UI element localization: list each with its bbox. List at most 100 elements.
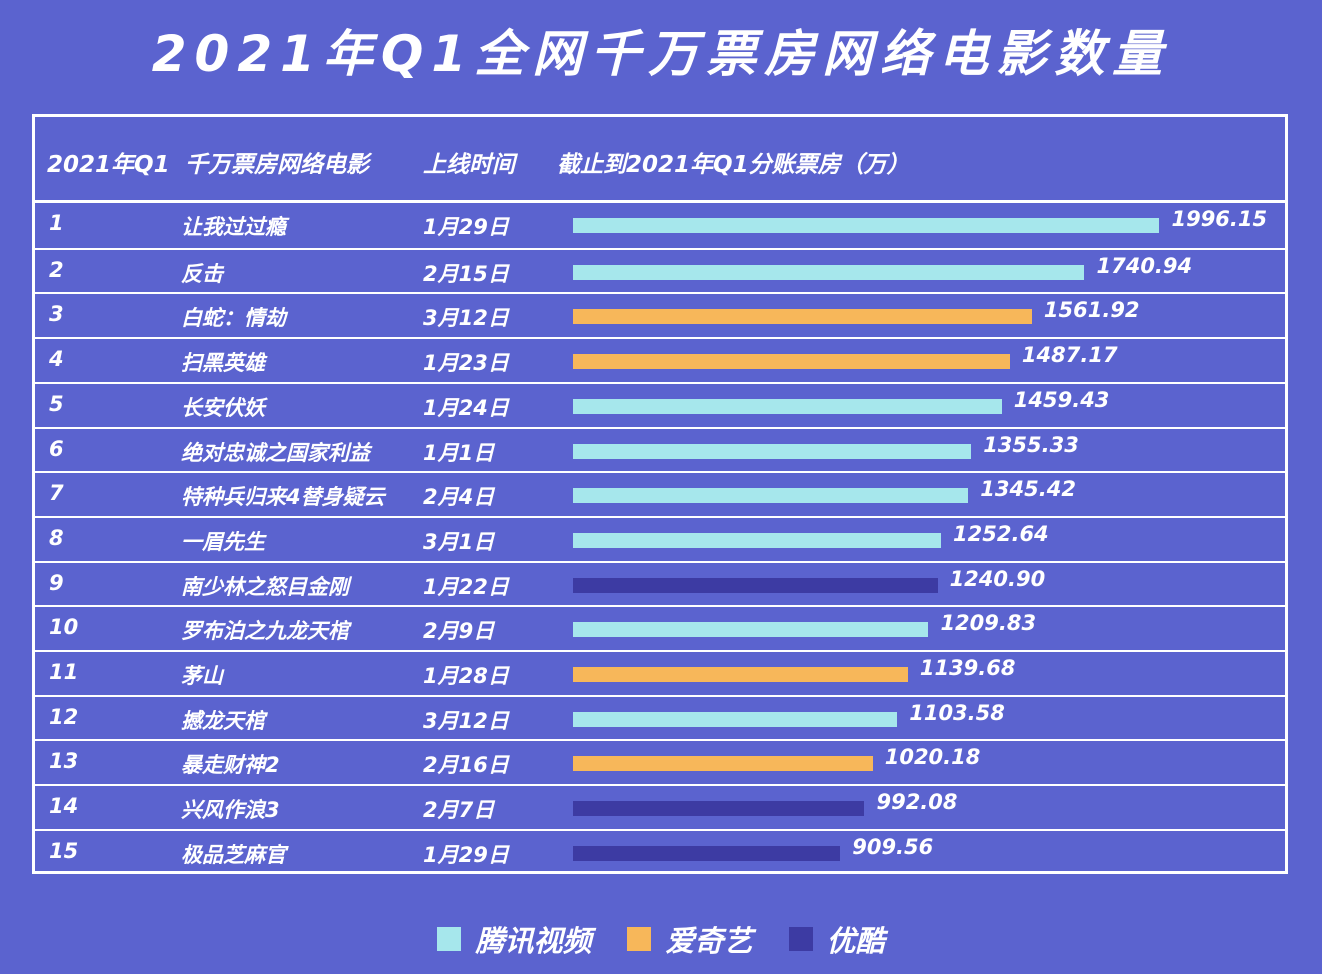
box-office-bar xyxy=(573,845,841,861)
row-release-date: 1月29日 xyxy=(423,842,509,867)
row-movie-name: 兴风作浪3 xyxy=(181,798,280,823)
row-release-date: 1月23日 xyxy=(423,351,509,376)
row-rank: 14 xyxy=(49,794,79,819)
chart-title: 2021年Q1全网千万票房网络电影数量 xyxy=(151,25,1171,83)
table-row: 8 一眉先生 3月1日 1252.64 xyxy=(35,515,1285,561)
box-office-bar xyxy=(573,577,938,593)
box-office-value-label: 1459.43 xyxy=(1013,387,1110,412)
table-row: 12 撼龙天棺 3月12日 1103.58 xyxy=(35,694,1285,740)
row-movie-name: 反击 xyxy=(181,261,223,286)
table-row: 13 暴走财神2 2月16日 1020.18 xyxy=(35,739,1285,784)
box-office-value-label: 1740.94 xyxy=(1096,253,1193,278)
legend-label-tencent: 腾讯视频 xyxy=(475,924,592,958)
row-release-date: 2月7日 xyxy=(423,798,495,823)
table-header-row: 2021年Q1 千万票房网络电影 上线时间 截止到2021年Q1分账票房（万） xyxy=(35,117,1285,203)
row-movie-name: 南少林之怒目金刚 xyxy=(181,574,349,599)
box-office-value-label: 1209.83 xyxy=(940,611,1037,636)
row-rank: 10 xyxy=(49,615,79,640)
row-release-date: 3月12日 xyxy=(423,708,509,733)
box-office-bar xyxy=(573,264,1085,280)
row-rank: 11 xyxy=(49,660,79,684)
box-office-value-label: 1240.90 xyxy=(949,566,1046,591)
box-office-bar xyxy=(573,622,929,638)
row-movie-name: 扫黑英雄 xyxy=(181,351,265,376)
legend: 腾讯视频 爱奇艺 优酷 xyxy=(0,918,1322,960)
row-movie-name: 白蛇：情劫 xyxy=(181,306,286,331)
row-release-date: 1月28日 xyxy=(423,664,509,688)
box-office-value-label: 1345.42 xyxy=(980,477,1076,502)
header-release-date: 上线时间 xyxy=(423,152,515,178)
box-office-value-label: 1020.18 xyxy=(884,745,981,770)
row-movie-name: 一眉先生 xyxy=(181,529,265,554)
table-row: 9 南少林之怒目金刚 1月22日 1240.90 xyxy=(35,560,1285,606)
row-release-date: 3月12日 xyxy=(423,306,509,331)
row-rank: 2 xyxy=(49,257,64,282)
table-row: 5 长安伏妖 1月24日 1459.43 xyxy=(35,381,1285,427)
ranking-table: 2021年Q1 千万票房网络电影 上线时间 截止到2021年Q1分账票房（万） … xyxy=(32,114,1288,874)
table-row: 15 极品芝麻官 1月29日 909.56 xyxy=(35,828,1285,874)
header-movie: 千万票房网络电影 xyxy=(185,152,369,178)
box-office-bar xyxy=(573,801,865,817)
box-office-bar xyxy=(573,398,1002,414)
table-row: 7 特种兵归来4替身疑云 2月4日 1345.42 xyxy=(35,471,1285,516)
table-row: 10 罗布泊之九龙天棺 2月9日 1209.83 xyxy=(35,605,1285,650)
box-office-bar xyxy=(573,667,908,682)
table-row: 11 茅山 1月28日 1139.68 xyxy=(35,650,1285,695)
box-office-value-label: 1252.64 xyxy=(953,521,1049,546)
legend-item-tencent: 腾讯视频 xyxy=(437,918,591,960)
row-movie-name: 长安伏妖 xyxy=(181,395,265,420)
row-rank: 6 xyxy=(49,436,64,461)
row-movie-name: 暴走财神2 xyxy=(181,753,280,778)
legend-item-youku: 优酷 xyxy=(788,918,885,960)
row-release-date: 1月1日 xyxy=(423,440,495,465)
table-row: 3 白蛇：情劫 3月12日 1561.92 xyxy=(35,292,1285,337)
table-row: 6 绝对忠诚之国家利益 1月1日 1355.33 xyxy=(35,426,1285,472)
row-release-date: 1月24日 xyxy=(423,395,509,420)
table-row: 14 兴风作浪3 2月7日 992.08 xyxy=(35,784,1285,829)
box-office-bar xyxy=(573,711,898,727)
box-office-bar xyxy=(573,756,873,772)
row-rank: 9 xyxy=(49,570,64,595)
row-movie-name: 绝对忠诚之国家利益 xyxy=(181,440,370,465)
box-office-bar xyxy=(573,218,1160,233)
box-office-value-label: 1355.33 xyxy=(983,432,1079,457)
row-release-date: 2月4日 xyxy=(423,485,495,510)
box-office-value-label: 1139.68 xyxy=(919,656,1016,680)
box-office-bar xyxy=(573,488,969,504)
legend-swatch-iqiyi xyxy=(627,927,652,951)
table-row: 4 扫黑英雄 1月23日 1487.17 xyxy=(35,337,1285,382)
legend-swatch-youku xyxy=(788,927,813,951)
row-movie-name: 让我过过瘾 xyxy=(181,215,286,239)
box-office-value-label: 992.08 xyxy=(876,790,958,815)
legend-label-youku: 优酷 xyxy=(826,924,885,958)
box-office-bar xyxy=(573,354,1010,370)
row-movie-name: 罗布泊之九龙天棺 xyxy=(181,619,349,644)
row-movie-name: 茅山 xyxy=(181,664,223,688)
legend-item-iqiyi: 爱奇艺 xyxy=(627,918,753,960)
box-office-value-label: 909.56 xyxy=(852,834,934,859)
box-office-bar xyxy=(573,532,942,548)
table-row: 1 让我过过瘾 1月29日 1996.15 xyxy=(35,203,1285,248)
row-movie-name: 撼龙天棺 xyxy=(181,708,265,733)
header-quarter: 2021年Q1 xyxy=(47,152,170,178)
row-rank: 7 xyxy=(49,481,64,506)
row-rank: 15 xyxy=(49,838,79,863)
row-release-date: 2月15日 xyxy=(423,261,509,286)
table-row: 2 反击 2月15日 1740.94 xyxy=(35,247,1285,293)
row-release-date: 2月16日 xyxy=(423,753,509,778)
header-box-office: 截止到2021年Q1分账票房（万） xyxy=(557,152,910,178)
box-office-value-label: 1103.58 xyxy=(909,700,1005,725)
box-office-value-label: 1996.15 xyxy=(1171,207,1268,231)
row-rank: 5 xyxy=(49,391,64,416)
legend-label-iqiyi: 爱奇艺 xyxy=(665,924,753,958)
row-rank: 3 xyxy=(49,302,64,327)
row-release-date: 2月9日 xyxy=(423,619,495,644)
row-release-date: 1月22日 xyxy=(423,574,509,599)
box-office-value-label: 1487.17 xyxy=(1021,343,1118,368)
row-release-date: 3月1日 xyxy=(423,529,495,554)
box-office-bar xyxy=(573,309,1032,325)
box-office-bar xyxy=(573,443,972,459)
row-rank: 12 xyxy=(49,704,79,729)
row-rank: 13 xyxy=(49,749,79,774)
row-movie-name: 极品芝麻官 xyxy=(181,842,286,867)
